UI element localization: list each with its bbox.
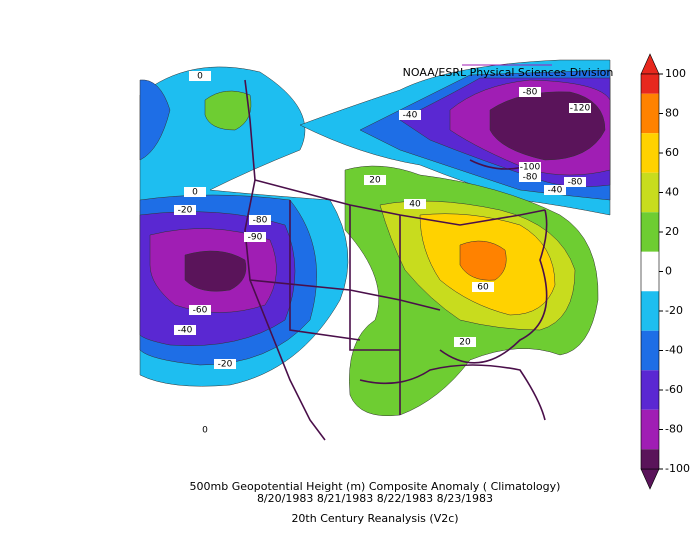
boundary-line (249, 279, 441, 311)
contour-label: 20 (369, 176, 381, 186)
contour-label: -40 (403, 111, 418, 121)
map: -80-120-40-100-80-40-8000-20-80-90204060… (139, 59, 611, 441)
colorbar-tick-label: 100 (665, 67, 686, 80)
colorbar-tick-label: 0 (665, 265, 672, 278)
contour-label-bg (189, 305, 211, 315)
colorbar-band (641, 172, 659, 213)
colorbar-band (641, 330, 659, 371)
boundary-line (254, 179, 546, 226)
contour-label: 0 (202, 426, 208, 436)
contour-label-bg (184, 187, 206, 197)
colorbar-tick-label: 20 (665, 225, 679, 238)
contour-label: -80 (253, 216, 268, 226)
contour-label: 0 (197, 72, 203, 82)
anomaly-region (204, 90, 252, 131)
contour-label-bg (244, 232, 266, 242)
colorbar-band (641, 251, 659, 292)
colorbar: 100 80 60 40 20 0 -20 -40 -60 -80 -100 (640, 53, 690, 490)
colorbar-band (641, 370, 659, 410)
source: 20th Century Reanalysis (V2c) (291, 512, 458, 525)
contour-label-bg (519, 87, 541, 97)
contour-label: 40 (409, 200, 421, 210)
colorbar-tick-label: 80 (665, 107, 679, 120)
colorbar-band (641, 133, 659, 173)
colorbar-band (641, 212, 659, 252)
colorbar-tick-label: -60 (665, 383, 683, 396)
contour-label-bg (404, 199, 426, 209)
contour-label: -120 (570, 104, 591, 114)
contour-label: -20 (218, 360, 233, 370)
colorbar-tick-label: 40 (665, 186, 679, 199)
contour-label-bg (454, 337, 476, 347)
contour-label-bg (569, 103, 591, 113)
colorbar-band (641, 291, 659, 331)
contour-label-bg (519, 162, 541, 172)
contour-label-bg (519, 172, 541, 182)
anomaly-region (184, 250, 247, 292)
contour-label: -60 (193, 306, 208, 316)
colorbar-frame (640, 73, 660, 470)
title: 500mb Geopotential Height (m) Composite … (190, 480, 561, 493)
colorbar-tick-label: -20 (665, 304, 683, 317)
colorbar-tick-label: -80 (665, 423, 683, 436)
contour-label: 20 (459, 338, 471, 348)
colorbar-tick-label: -40 (665, 344, 683, 357)
contour-label-bg (399, 110, 421, 120)
contour-label-bg (364, 175, 386, 185)
colorbar-tick-label: -100 (665, 462, 690, 475)
credit: NOAA/ESRL Physical Sciences Division (403, 66, 614, 79)
boundary-line (439, 209, 548, 364)
contour-label-bg (174, 205, 196, 215)
boundary-line (289, 200, 361, 341)
colorbar-band (641, 93, 659, 134)
anomaly-region (139, 79, 171, 161)
contour-label: -90 (248, 233, 263, 243)
contour-label: -80 (523, 88, 538, 98)
contour-label-bg (174, 325, 196, 335)
contour-label-bg (544, 185, 566, 195)
contour-label: 60 (477, 283, 489, 293)
anomaly-region (459, 240, 507, 281)
dates: 8/20/1983 8/21/1983 8/22/1983 8/23/1983 (257, 492, 493, 505)
contour-label: -80 (568, 178, 583, 188)
contour-label-bg (564, 177, 586, 187)
contour-label-bg (249, 215, 271, 225)
contour-label-bg (214, 359, 236, 369)
contour-label: -100 (520, 163, 541, 173)
contour-label-bg (472, 282, 494, 292)
contour-label: -40 (548, 186, 563, 196)
contour-label-bg (194, 425, 216, 435)
contour-label: -80 (523, 173, 538, 183)
colorbar-band (641, 74, 659, 94)
boundary-line (359, 364, 546, 421)
colorbar-band (641, 409, 659, 450)
boundary-line (349, 205, 400, 351)
contour-label: -20 (178, 206, 193, 216)
contour-label-bg (189, 71, 211, 81)
colorbar-band (641, 449, 659, 469)
contour-label: 0 (192, 188, 198, 198)
contour-label: -40 (178, 326, 193, 336)
colorbar-tick-label: 60 (665, 146, 679, 159)
